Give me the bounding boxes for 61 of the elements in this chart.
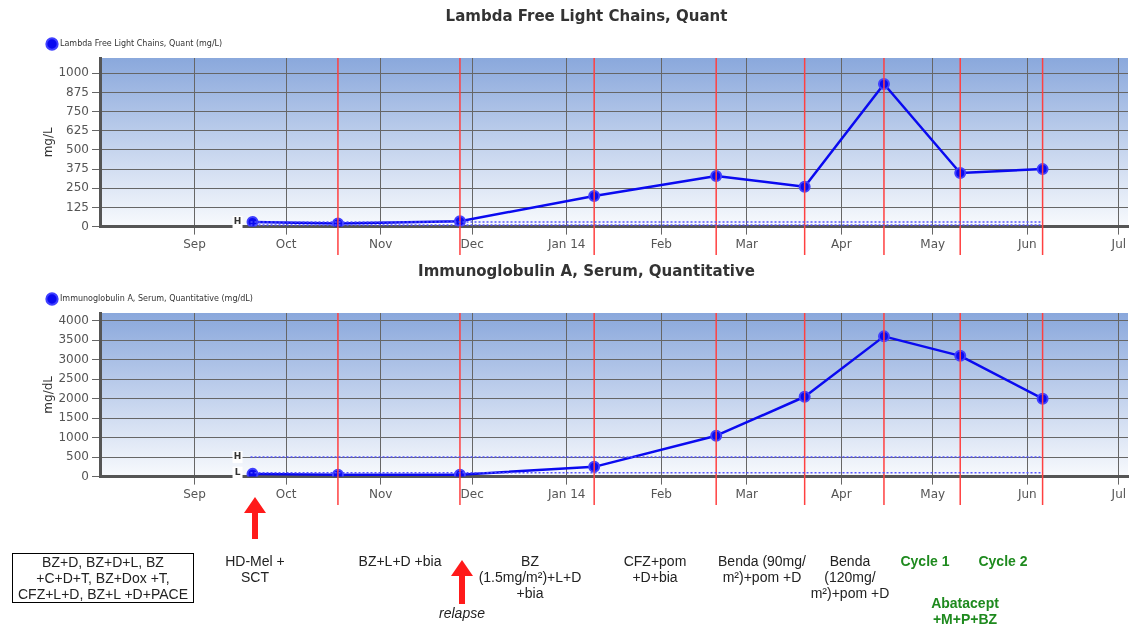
y-tick-label: 0 <box>81 218 89 233</box>
x-tick-label: Sep <box>183 236 206 251</box>
ref-line-label: L <box>234 467 241 478</box>
x-tick-label: Dec <box>460 236 484 251</box>
y-tick-label: 875 <box>66 84 89 99</box>
text: HD-Mel + SCT <box>224 553 286 585</box>
x-tick-label: Sep <box>183 486 206 501</box>
y-tick-label: 2500 <box>58 371 89 386</box>
chart-title: Lambda Free Light Chains, Quant <box>445 6 728 25</box>
y-tick-label: 500 <box>66 142 89 157</box>
text: Cycle 1 <box>899 553 951 569</box>
x-tick-label: Apr <box>830 486 852 501</box>
x-tick-label: Oct <box>275 486 297 501</box>
x-tick-label: Jun <box>1016 486 1037 501</box>
y-tick-label: 3000 <box>58 351 89 366</box>
x-tick-label: Apr <box>830 236 852 251</box>
text: BZ+D, BZ+D+L, BZ +C+D+T, BZ+Dox +T, CFZ+L+D, BZ+L +D+PACE <box>12 553 194 603</box>
text: relapse <box>438 605 486 621</box>
text: BZ+L+D +bia <box>357 553 443 569</box>
y-tick-label: 375 <box>66 161 89 176</box>
text: Cycle 2 <box>977 553 1029 569</box>
legend-label: Lambda Free Light Chains, Quant (mg/L) <box>60 39 223 49</box>
y-tick-label: 1000 <box>58 65 89 80</box>
legend-label: Immunoglobulin A, Serum, Quantitative (mg/dL) <box>60 294 253 304</box>
x-tick-label: Nov <box>368 486 393 501</box>
x-tick-label: Nov <box>368 236 393 251</box>
text: Benda (90mg/ m²)+pom +D <box>717 553 807 585</box>
y-tick-label: 4000 <box>58 312 89 327</box>
x-tick-label: Jun <box>1016 236 1037 251</box>
text: Abatacept +M+P+BZ <box>930 595 1000 627</box>
x-tick-label: Jan 14 <box>546 236 586 251</box>
y-tick-label: 1500 <box>58 410 89 425</box>
y-tick-label: 250 <box>66 180 89 195</box>
x-tick-label: Feb <box>650 486 672 501</box>
x-tick-label: May <box>920 486 946 501</box>
x-tick-label: Jul <box>1110 236 1127 251</box>
text: Benda (120mg/ m²)+pom +D <box>809 553 891 601</box>
text: CFZ+pom +D+bia <box>622 553 688 585</box>
text: BZ (1.5mg/m²)+L+D +bia <box>477 553 583 601</box>
ref-line-label: H <box>233 216 242 227</box>
y-tick-label: 750 <box>66 103 89 118</box>
x-tick-label: May <box>920 236 946 251</box>
ref-line-label: H <box>233 451 242 462</box>
chart-title: Immunoglobulin A, Serum, Quantitative <box>418 261 755 280</box>
y-tick-label: 3500 <box>58 332 89 347</box>
y-axis-title: mg/dL <box>41 375 56 414</box>
point <box>246 467 259 477</box>
y-axis-title: mg/L <box>41 126 56 158</box>
y-tick-label: 500 <box>66 449 89 464</box>
x-tick-label: Mar <box>735 486 759 501</box>
x-tick-label: Mar <box>735 236 759 251</box>
y-tick-label: 125 <box>66 199 89 214</box>
x-tick-label: Dec <box>460 486 484 501</box>
y-tick-label: 1000 <box>58 429 89 444</box>
y-tick-label: 2000 <box>58 390 89 405</box>
x-tick-label: Oct <box>275 236 297 251</box>
x-tick-label: Feb <box>650 236 672 251</box>
y-tick-label: 625 <box>66 122 89 137</box>
y-tick-label: 0 <box>81 468 89 483</box>
x-tick-label: Jan 14 <box>546 486 586 501</box>
x-tick-label: Jul <box>1110 486 1127 501</box>
